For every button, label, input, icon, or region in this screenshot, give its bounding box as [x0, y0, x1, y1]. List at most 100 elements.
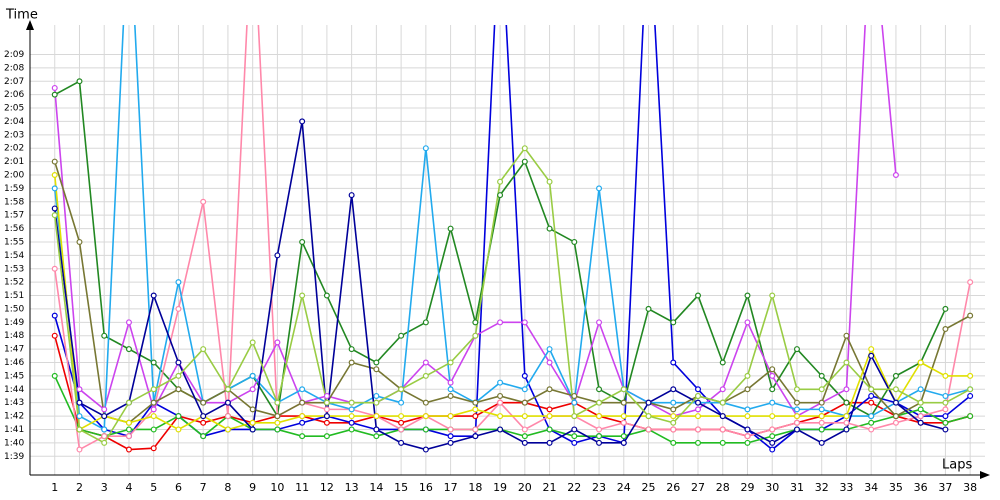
x-tick-label: 37 [938, 481, 952, 494]
point [497, 178, 504, 185]
x-tick-label: 11 [295, 481, 309, 494]
point [274, 399, 281, 406]
x-tick-label: 25 [642, 481, 656, 494]
point [76, 446, 83, 453]
y-tick-label: 1:57 [4, 211, 24, 221]
point [323, 413, 330, 420]
point [670, 319, 677, 326]
point [422, 145, 429, 152]
x-tick-label: 5 [150, 481, 157, 494]
point [769, 372, 776, 379]
point [670, 386, 677, 393]
x-tick-label: 6 [175, 481, 182, 494]
point [175, 413, 182, 420]
x-tick-label: 24 [617, 481, 631, 494]
x-tick-label: 22 [567, 481, 581, 494]
point [793, 399, 800, 406]
x-tick-label: 13 [345, 481, 359, 494]
point [571, 433, 578, 440]
point [744, 426, 751, 433]
point [546, 178, 553, 185]
point [101, 426, 108, 433]
point [125, 426, 132, 433]
point [76, 78, 83, 85]
point [299, 386, 306, 393]
point [645, 305, 652, 312]
point [497, 379, 504, 386]
point [719, 426, 726, 433]
point [274, 419, 281, 426]
point [967, 392, 974, 399]
point [398, 439, 405, 446]
x-tick-label: 16 [419, 481, 433, 494]
point [76, 413, 83, 420]
x-tick-label: 26 [666, 481, 680, 494]
point [150, 386, 157, 393]
point [422, 319, 429, 326]
point [793, 346, 800, 353]
point [793, 413, 800, 420]
point [670, 406, 677, 413]
y-axis-arrow [26, 20, 34, 30]
point [150, 359, 157, 366]
point [719, 413, 726, 420]
y-tick-label: 2:03 [4, 130, 24, 140]
point [497, 392, 504, 399]
y-tick-label: 1:56 [4, 224, 24, 234]
point [769, 413, 776, 420]
x-tick-label: 30 [765, 481, 779, 494]
point [51, 212, 58, 219]
point [843, 413, 850, 420]
point [695, 413, 702, 420]
point [744, 319, 751, 326]
point [620, 399, 627, 406]
point [51, 205, 58, 212]
series-line [53, 174, 971, 431]
point [447, 225, 454, 232]
x-tick-label: 3 [101, 481, 108, 494]
y-tick-label: 1:53 [4, 264, 24, 274]
point [818, 413, 825, 420]
point [892, 419, 899, 426]
point [447, 359, 454, 366]
point [571, 439, 578, 446]
point [497, 399, 504, 406]
point [472, 426, 479, 433]
point [942, 406, 949, 413]
point [472, 332, 479, 339]
point [917, 406, 924, 413]
point [744, 406, 751, 413]
point [299, 419, 306, 426]
y-tick-label: 1:47 [4, 345, 24, 355]
y-tick-label: 1:58 [4, 197, 24, 207]
point [695, 426, 702, 433]
point [348, 419, 355, 426]
point [323, 292, 330, 299]
point [299, 118, 306, 125]
point [521, 439, 528, 446]
point [200, 198, 207, 205]
point [51, 312, 58, 319]
y-tick-label: 1:44 [4, 385, 24, 395]
point [521, 413, 528, 420]
point [942, 305, 949, 312]
x-tick-label: 19 [493, 481, 507, 494]
point [447, 379, 454, 386]
point [323, 392, 330, 399]
point [398, 419, 405, 426]
point [373, 366, 380, 373]
point [695, 399, 702, 406]
point [125, 346, 132, 353]
y-tick-label: 2:07 [4, 77, 24, 87]
point [670, 439, 677, 446]
x-tick-label: 4 [125, 481, 132, 494]
point [398, 413, 405, 420]
point [398, 332, 405, 339]
point [299, 433, 306, 440]
point [645, 399, 652, 406]
point [843, 399, 850, 406]
point [620, 433, 627, 440]
point [101, 433, 108, 440]
point [546, 225, 553, 232]
point [769, 292, 776, 299]
